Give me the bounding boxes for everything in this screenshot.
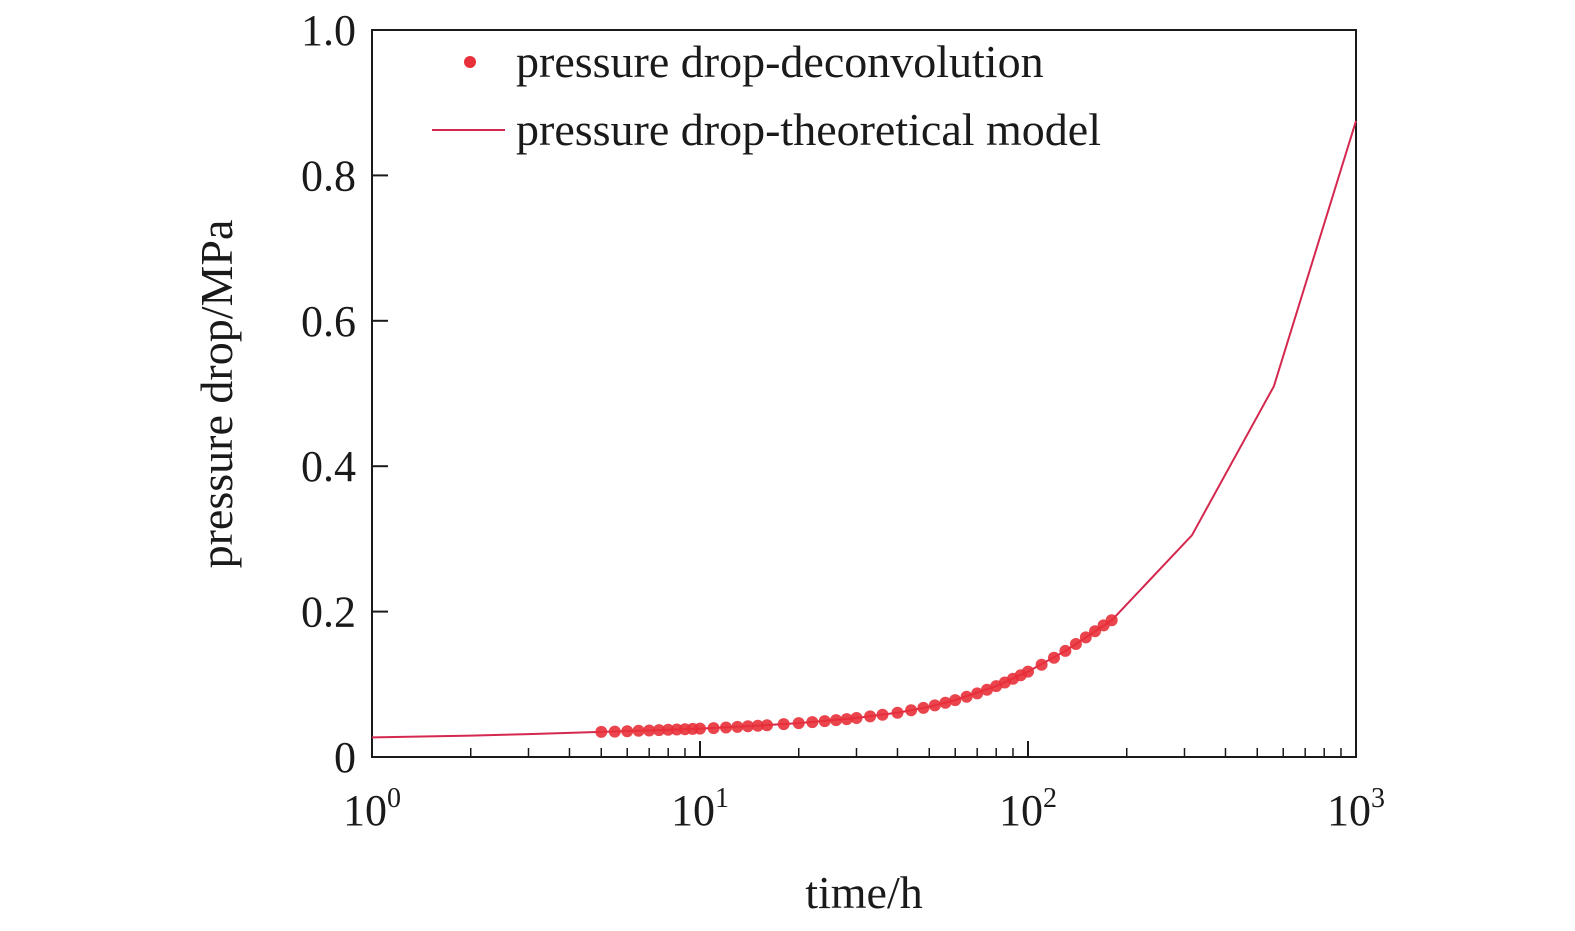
data-point-deconvolution: [1022, 665, 1034, 678]
data-point-deconvolution: [707, 722, 720, 735]
series-line-theoretical-model: [371, 120, 1357, 739]
y-tick-label: 0.4: [301, 442, 356, 491]
data-point-deconvolution: [830, 714, 843, 727]
data-point-deconvolution: [1105, 614, 1118, 627]
data-point-deconvolution: [621, 725, 634, 738]
data-point-deconvolution: [751, 719, 764, 732]
y-tick-label: 0.8: [301, 151, 356, 200]
data-point-deconvolution: [864, 710, 877, 723]
data-point-deconvolution: [850, 712, 863, 724]
plot-frame: [371, 29, 1357, 758]
data-point-deconvolution: [1089, 625, 1101, 638]
data-point-deconvolution: [928, 699, 941, 712]
y-axis-title: pressure drop/MPa: [191, 220, 242, 569]
data-point-deconvolution: [662, 723, 675, 736]
x-minor-ticks: [469, 748, 1342, 757]
data-point-deconvolution: [608, 725, 621, 738]
data-point-deconvolution: [761, 719, 773, 732]
data-point-deconvolution: [1079, 631, 1092, 644]
y-tick-label: 1.0: [301, 6, 356, 55]
data-point-deconvolution: [595, 725, 608, 738]
x-tick-label: 100: [343, 783, 401, 835]
data-point-deconvolution: [1035, 658, 1048, 671]
y-tick-label: 0: [334, 733, 356, 782]
y-tick-label: 0.6: [301, 297, 356, 346]
data-point-deconvolution: [1069, 638, 1082, 650]
data-point-deconvolution: [939, 696, 952, 709]
data-point-deconvolution: [777, 718, 790, 731]
legend-label-deconvolution: pressure drop-deconvolution: [516, 36, 1044, 87]
data-point-deconvolution: [1059, 644, 1072, 657]
axis-major-ticks: [371, 29, 1357, 758]
legend: pressure drop-deconvolution pressure dro…: [432, 36, 1101, 155]
data-point-deconvolution: [741, 720, 754, 733]
series-layer: [371, 120, 1357, 739]
data-point-deconvolution: [1048, 651, 1060, 664]
data-point-deconvolution: [891, 706, 904, 719]
legend-label-theoretical: pressure drop-theoretical model: [516, 104, 1101, 155]
legend-marker-deconvolution: [464, 56, 476, 68]
data-point-deconvolution: [960, 690, 973, 703]
data-point-deconvolution: [653, 724, 665, 737]
x-tick-label: 103: [1327, 783, 1385, 835]
x-tick-label: 102: [999, 783, 1057, 835]
data-point-deconvolution: [905, 704, 918, 717]
data-point-deconvolution: [643, 724, 656, 737]
y-tick-label: 0.2: [301, 588, 356, 637]
data-point-deconvolution: [949, 694, 962, 707]
x-axis-title: time/h: [805, 867, 923, 918]
data-point-deconvolution: [840, 713, 853, 726]
data-point-deconvolution: [818, 715, 831, 728]
data-point-deconvolution: [720, 721, 732, 734]
data-point-deconvolution: [792, 717, 805, 730]
data-point-deconvolution: [694, 722, 706, 735]
data-point-deconvolution: [731, 720, 744, 733]
axis-tick-labels: 100 101 102 103 0 0.2 0.4 0.6 0.8 1.0: [301, 6, 1385, 835]
data-point-deconvolution: [981, 683, 993, 696]
data-point-deconvolution: [917, 701, 930, 714]
x-tick-label: 101: [671, 783, 729, 835]
data-point-deconvolution: [971, 687, 984, 700]
data-point-deconvolution: [632, 724, 645, 737]
data-point-deconvolution: [876, 708, 889, 721]
data-point-deconvolution: [806, 716, 819, 729]
